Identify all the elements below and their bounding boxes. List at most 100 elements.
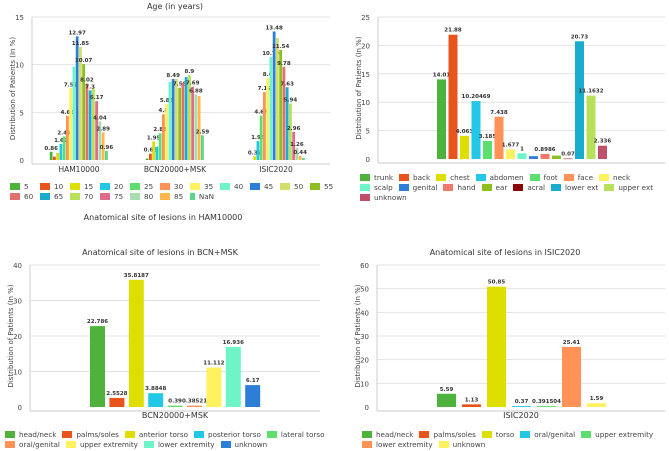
legend-item[interactable]: genital — [398, 182, 437, 192]
bar — [598, 145, 607, 159]
legend-label: upper ext — [618, 182, 654, 192]
legend-item[interactable]: 20 — [100, 181, 124, 191]
legend-item[interactable]: acral — [513, 182, 545, 192]
legend-item[interactable]: scalp — [360, 182, 393, 192]
bar — [448, 34, 458, 159]
legend-item[interactable]: 40 — [220, 181, 244, 191]
legend-item[interactable]: 30 — [160, 181, 184, 191]
legend-item[interactable]: head/neck — [5, 429, 56, 439]
data-label: 2.96 — [287, 126, 301, 132]
y-tick-label: 5 — [20, 109, 24, 117]
legend-item[interactable]: lower extremity — [362, 439, 433, 449]
data-label: 3.8848 — [145, 386, 166, 392]
data-label: 4.63 — [61, 110, 75, 116]
data-label: 11.54 — [272, 44, 290, 50]
legend-item[interactable]: chest — [436, 172, 470, 182]
legend-swatch — [419, 430, 430, 438]
legend-item[interactable]: back — [399, 172, 430, 182]
data-label: 4.063 — [456, 129, 474, 135]
legend-item[interactable]: 50 — [280, 181, 304, 191]
data-label: 1.677 — [502, 142, 520, 148]
legend-label: lower extremity — [376, 439, 433, 449]
legend-item[interactable]: lower extremity — [143, 439, 215, 449]
legend-item[interactable]: oral/genital — [5, 439, 60, 449]
legend-item[interactable]: upper extremity — [65, 439, 138, 449]
legend-item[interactable]: trunk — [360, 172, 393, 182]
legend-item[interactable]: ear — [481, 182, 507, 192]
legend-item[interactable]: 15 — [70, 181, 94, 191]
bar — [187, 405, 202, 407]
legend-item[interactable]: 10 — [40, 181, 64, 191]
data-label: 8.02 — [80, 78, 94, 84]
y-tick-label: 5 — [366, 128, 370, 136]
x-axis-label-bcn: BCN20000+MSK — [141, 411, 209, 420]
legend-item[interactable]: upper ext — [604, 182, 653, 192]
data-label: 1.95 — [147, 135, 161, 141]
legend-item[interactable]: unknown — [438, 439, 485, 449]
legend-item[interactable]: posterior torso — [194, 429, 261, 439]
legend-swatch — [100, 182, 110, 190]
legend-item[interactable]: anterior torso — [124, 429, 188, 439]
legend-swatch — [310, 182, 320, 190]
data-label: 11.85 — [72, 41, 90, 47]
legend-item[interactable]: lower ext — [551, 182, 598, 192]
legend-item[interactable]: torso — [481, 429, 514, 439]
chart-title-age: Age (in years) — [146, 2, 204, 11]
data-label: 13.48 — [265, 25, 283, 31]
data-label: 10.79 — [262, 51, 280, 57]
legend-item[interactable]: 75 — [100, 191, 124, 201]
legend-item[interactable]: 5 — [10, 181, 34, 191]
legend-swatch — [220, 182, 230, 190]
legend-item[interactable]: oral/genital — [520, 429, 575, 439]
legend-swatch — [551, 183, 562, 191]
legend-item[interactable]: 45 — [250, 181, 274, 191]
legend-item[interactable]: NaN — [190, 191, 214, 201]
bar — [289, 103, 292, 160]
legend-swatch — [194, 430, 205, 438]
legend-item[interactable]: unknown — [220, 439, 268, 449]
legend-item[interactable]: head/neck — [362, 429, 413, 439]
bar — [295, 147, 299, 160]
legend-item[interactable]: 35 — [190, 181, 214, 191]
data-label: 4.8 — [159, 108, 169, 114]
data-label: 4.66 — [254, 110, 268, 116]
bar — [98, 121, 102, 160]
legend-item[interactable]: neck — [599, 172, 630, 182]
legend-label: unknown — [234, 439, 268, 449]
x-tick-label: HAM10000 — [58, 165, 99, 174]
legend-label: 65 — [54, 191, 64, 201]
x-tick-label: BCN20000+MSK — [144, 165, 207, 174]
legend-item[interactable]: lateral torso — [266, 429, 324, 439]
bar — [276, 37, 279, 161]
data-label: 0.86 — [44, 146, 58, 152]
legend-item[interactable]: palms/soles — [62, 429, 119, 439]
data-label: 1.59 — [590, 396, 604, 402]
bar — [552, 155, 561, 159]
legend-item[interactable]: face — [563, 172, 593, 182]
data-label: 16.936 — [223, 340, 244, 346]
bar — [272, 31, 276, 161]
bar — [152, 141, 156, 160]
legend-item[interactable]: upper extremity — [581, 429, 653, 439]
legend-label: neck — [613, 172, 631, 182]
legend-item[interactable]: unknown — [360, 192, 407, 202]
legend-item[interactable]: 65 — [40, 191, 64, 201]
legend-item[interactable]: palms/soles — [419, 429, 476, 439]
legend-item[interactable]: 70 — [70, 191, 94, 201]
legend-item[interactable]: foot — [529, 172, 558, 182]
legend-label: 30 — [174, 181, 184, 191]
y-tick-label: 15 — [361, 71, 370, 79]
legend-swatch — [360, 183, 370, 191]
legend-item[interactable]: 80 — [130, 191, 154, 201]
bar — [90, 326, 105, 407]
legend-item[interactable]: 25 — [130, 181, 154, 191]
y-tick-label: 30 — [13, 298, 22, 306]
legend-swatch — [475, 173, 486, 181]
y-tick-label: 10 — [360, 380, 369, 388]
legend-item[interactable]: 60 — [10, 191, 34, 201]
legend-item[interactable]: abdomen — [475, 172, 524, 182]
legend-item[interactable]: 55 — [310, 181, 334, 191]
legend-item[interactable]: 85 — [160, 191, 184, 201]
legend-item[interactable]: hand — [443, 182, 476, 192]
legend-label: oral/genital — [19, 439, 60, 449]
